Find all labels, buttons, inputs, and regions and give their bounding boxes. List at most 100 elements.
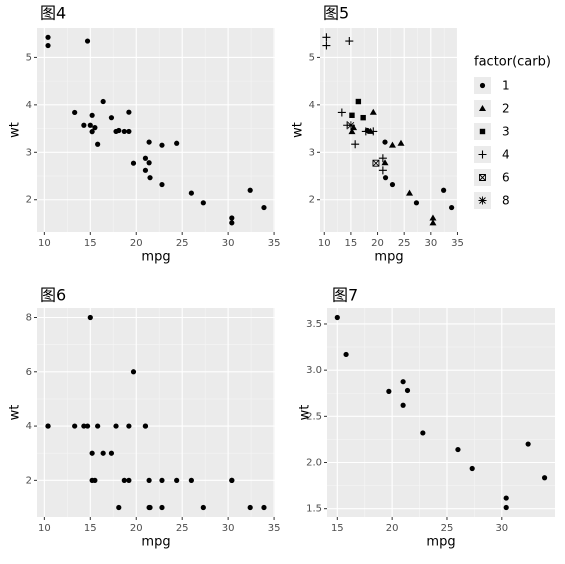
point [142, 155, 149, 161]
y-tick-label: 2 [26, 195, 32, 206]
x-tick-label: 20 [130, 523, 143, 534]
x-tick-label: 15 [331, 523, 344, 534]
point [89, 129, 95, 135]
point [95, 141, 101, 147]
y-axis-label: wt [291, 122, 306, 138]
point [229, 477, 235, 483]
x-tick-label: 30 [222, 238, 235, 249]
legend-symbol [479, 105, 486, 111]
chart-title: 图4 [40, 4, 66, 23]
legend-label: 4 [502, 148, 510, 162]
x-tick-label: 20 [386, 523, 399, 534]
legend-label: 3 [502, 125, 510, 139]
point [406, 189, 414, 196]
point [369, 108, 377, 115]
x-axis-label: mpg [141, 535, 170, 550]
point [130, 369, 137, 375]
point [343, 351, 349, 358]
x-tick-label: 25 [441, 523, 454, 534]
point [147, 175, 153, 181]
point [261, 204, 267, 211]
y-axis-label: wt [298, 405, 313, 421]
legend-label: 2 [502, 102, 510, 116]
point [346, 121, 355, 130]
legend-symbol [479, 128, 486, 135]
point [348, 128, 356, 135]
point [87, 314, 93, 321]
point [84, 38, 91, 44]
point [503, 504, 509, 511]
x-tick-label: 10 [38, 523, 51, 534]
panel-background [37, 28, 275, 232]
x-tick-label: 30 [495, 523, 508, 534]
point [372, 159, 380, 167]
point [378, 154, 387, 163]
point [355, 98, 362, 105]
y-axis-label: wt [8, 122, 23, 138]
point [159, 181, 165, 188]
point [108, 115, 115, 121]
point [429, 214, 437, 221]
point [113, 423, 119, 429]
point [429, 219, 437, 226]
point [116, 504, 122, 511]
point [420, 430, 426, 436]
point [72, 423, 78, 429]
point [455, 446, 461, 453]
point [247, 504, 253, 511]
point [349, 112, 355, 118]
point [81, 423, 87, 429]
point [322, 33, 331, 42]
point [159, 504, 165, 511]
point [89, 477, 95, 483]
x-tick-label: 25 [176, 523, 189, 534]
y-tick-label: 3 [26, 147, 32, 158]
point [400, 379, 406, 385]
point [146, 160, 152, 166]
y-tick-label: 2.0 [306, 458, 322, 469]
legend-label: 8 [502, 194, 510, 208]
point [45, 34, 51, 40]
legend-title: factor(carb) [474, 55, 551, 70]
chart-title: 图5 [323, 4, 349, 23]
point [126, 477, 132, 483]
point [147, 504, 153, 511]
legend-label: 6 [502, 171, 510, 185]
x-tick-label: 30 [222, 523, 235, 534]
x-tick-label: 35 [268, 238, 281, 249]
point [378, 166, 387, 175]
point [146, 139, 152, 145]
panel: 10 15 20 25 30 35 2 4 6 8 图6 mpg wt [8, 286, 281, 550]
point [146, 477, 152, 483]
point [386, 388, 392, 394]
x-tick-label: 35 [451, 238, 464, 249]
point [360, 114, 366, 121]
x-tick-label: 15 [84, 238, 97, 249]
legend-symbol [479, 82, 486, 89]
point [100, 98, 106, 105]
point [89, 450, 95, 456]
y-tick-label: 5 [26, 52, 32, 63]
point [95, 423, 101, 429]
point [159, 477, 165, 483]
point [200, 504, 206, 511]
point [142, 167, 149, 173]
point [72, 109, 78, 116]
chart-title: 图6 [40, 286, 66, 305]
point [200, 200, 206, 206]
point [126, 128, 132, 135]
point [351, 140, 360, 149]
x-tick-label: 15 [84, 523, 97, 534]
y-tick-label: 4 [309, 100, 315, 111]
point [525, 441, 531, 447]
point [229, 220, 235, 226]
point [84, 423, 91, 429]
legend-label: 1 [502, 79, 510, 93]
x-tick-label: 20 [130, 238, 143, 249]
y-tick-label: 4 [26, 100, 32, 111]
panel-background [37, 308, 275, 517]
point [469, 465, 475, 472]
point [45, 42, 51, 49]
y-axis-label: wt [8, 405, 23, 421]
